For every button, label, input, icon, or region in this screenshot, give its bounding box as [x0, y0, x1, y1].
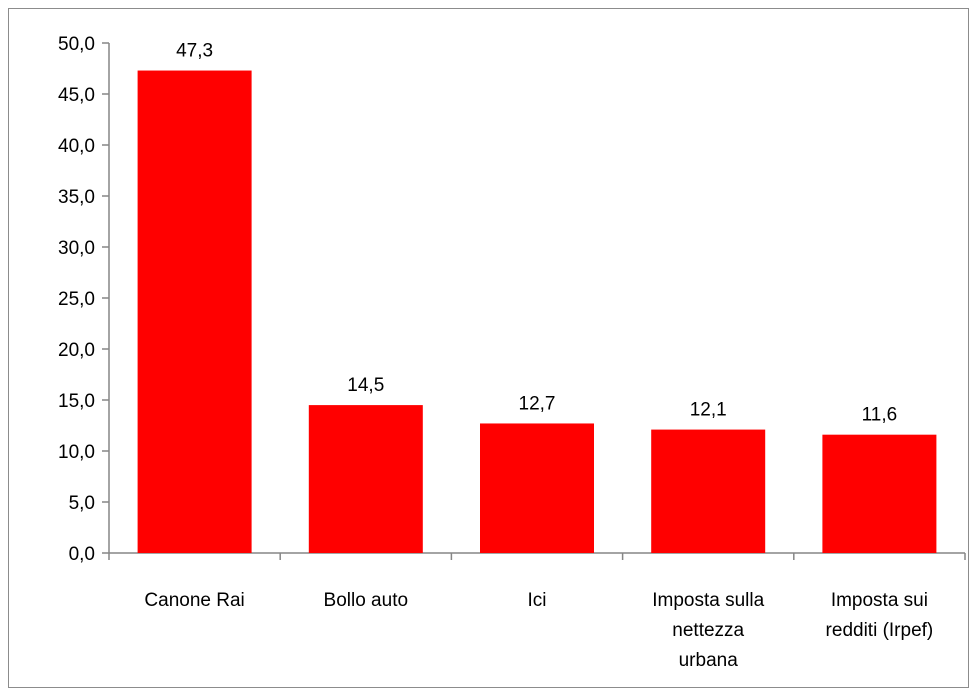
data-label: 12,7: [519, 393, 556, 414]
data-label: 12,1: [690, 400, 727, 421]
data-label: 47,3: [176, 41, 213, 62]
y-tick-label: 15,0: [58, 391, 95, 412]
x-category-label: redditi (Irpef): [826, 620, 934, 641]
data-label: 11,6: [862, 405, 898, 426]
labels: 0,0 5,0 10,0 15,0 20,0 25,0 30,0 35,0 40,0 45,0 50…: [58, 34, 933, 671]
bar: [822, 434, 937, 553]
y-tick-label: 20,0: [58, 340, 95, 361]
x-category-label: nettezza: [672, 620, 744, 641]
x-category-label: Bollo auto: [324, 590, 409, 611]
y-tick-label: 0,0: [69, 544, 95, 565]
bars: [137, 70, 937, 553]
y-tick-label: 5,0: [69, 493, 95, 514]
x-category-label: Imposta sui: [831, 590, 928, 611]
x-category-label: urbana: [679, 650, 739, 671]
y-tick-label: 45,0: [58, 85, 95, 106]
y-tick-label: 10,0: [58, 442, 95, 463]
x-category-label: Canone Rai: [144, 590, 244, 611]
bar: [651, 429, 766, 553]
bar: [480, 423, 594, 553]
bar: [137, 70, 252, 553]
x-category-label: Imposta sulla: [652, 590, 764, 611]
y-tick-label: 40,0: [58, 136, 95, 157]
y-tick-label: 35,0: [58, 187, 95, 208]
x-category-label: Ici: [528, 590, 547, 611]
y-tick-label: 50,0: [58, 34, 95, 55]
y-tick-label: 25,0: [58, 289, 95, 310]
data-label: 14,5: [347, 375, 384, 396]
bar: [308, 405, 423, 553]
y-tick-label: 30,0: [58, 238, 95, 259]
